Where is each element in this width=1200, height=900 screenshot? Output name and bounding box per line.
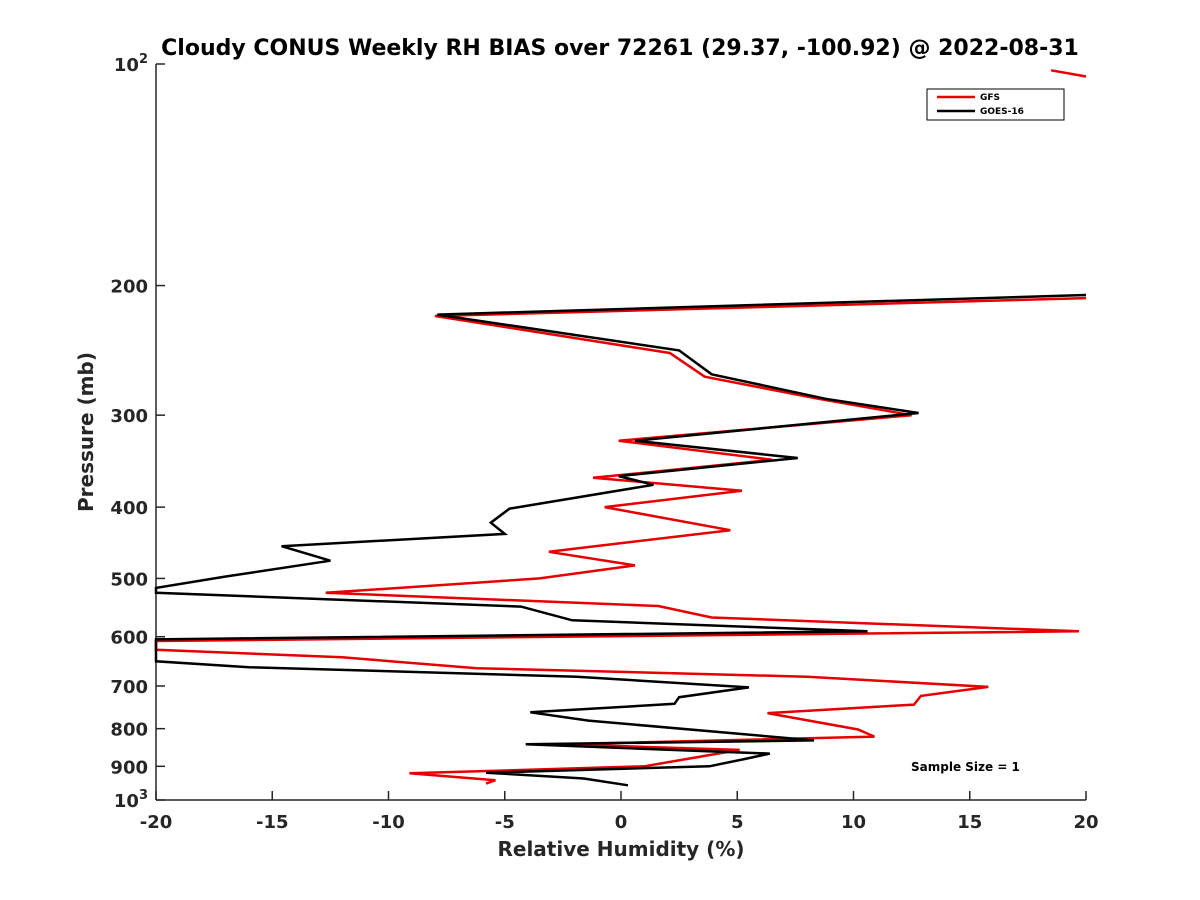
y-tick-label: 800 xyxy=(110,720,148,741)
x-tick-label: 15 xyxy=(957,812,982,833)
series-line-gfs-2 xyxy=(154,296,1087,785)
plot-frame xyxy=(155,64,1086,801)
x-tick-label: -15 xyxy=(256,812,289,833)
series-layer xyxy=(154,69,1087,787)
y-tick-label: 700 xyxy=(110,677,148,698)
series-line-gfs-1 xyxy=(1050,69,1087,78)
y-tick-label: 102 xyxy=(114,52,148,76)
chart-title: Cloudy CONUS Weekly RH BIAS over 72261 (… xyxy=(161,36,1079,61)
legend-box xyxy=(926,88,1065,121)
sample-size-annotation: Sample Size = 1 xyxy=(911,760,1020,774)
y-tick-label: 103 xyxy=(114,788,148,812)
y-tick-label: 500 xyxy=(110,569,148,590)
y-tick-label: 400 xyxy=(110,498,148,519)
y-tick-label: 300 xyxy=(110,406,148,427)
y-tick-label: 200 xyxy=(110,277,148,298)
series-line-goes16-1 xyxy=(154,293,1087,787)
y-axis-ticks: 102 200 300 400 500 600 700 800 900 103 xyxy=(110,52,165,812)
legend: GFS GOES-16 xyxy=(926,88,1065,121)
x-axis-label: Relative Humidity (%) xyxy=(497,837,744,861)
x-tick-label: 20 xyxy=(1073,812,1098,833)
x-tick-label: -5 xyxy=(495,812,515,833)
y-tick-label: 900 xyxy=(110,757,148,778)
x-tick-label: -10 xyxy=(372,812,405,833)
legend-label-goes16: GOES-16 xyxy=(980,107,1024,117)
x-tick-label: 5 xyxy=(731,812,744,833)
y-tick-label: 600 xyxy=(110,628,148,649)
x-tick-label: 10 xyxy=(841,812,866,833)
x-axis-ticks: -20 -15 -10 -5 0 5 10 15 20 xyxy=(140,791,1099,833)
legend-label-gfs: GFS xyxy=(980,93,1000,103)
x-tick-label: -20 xyxy=(140,812,173,833)
x-tick-label: 0 xyxy=(615,812,628,833)
y-axis-label: Pressure (mb) xyxy=(74,352,98,512)
